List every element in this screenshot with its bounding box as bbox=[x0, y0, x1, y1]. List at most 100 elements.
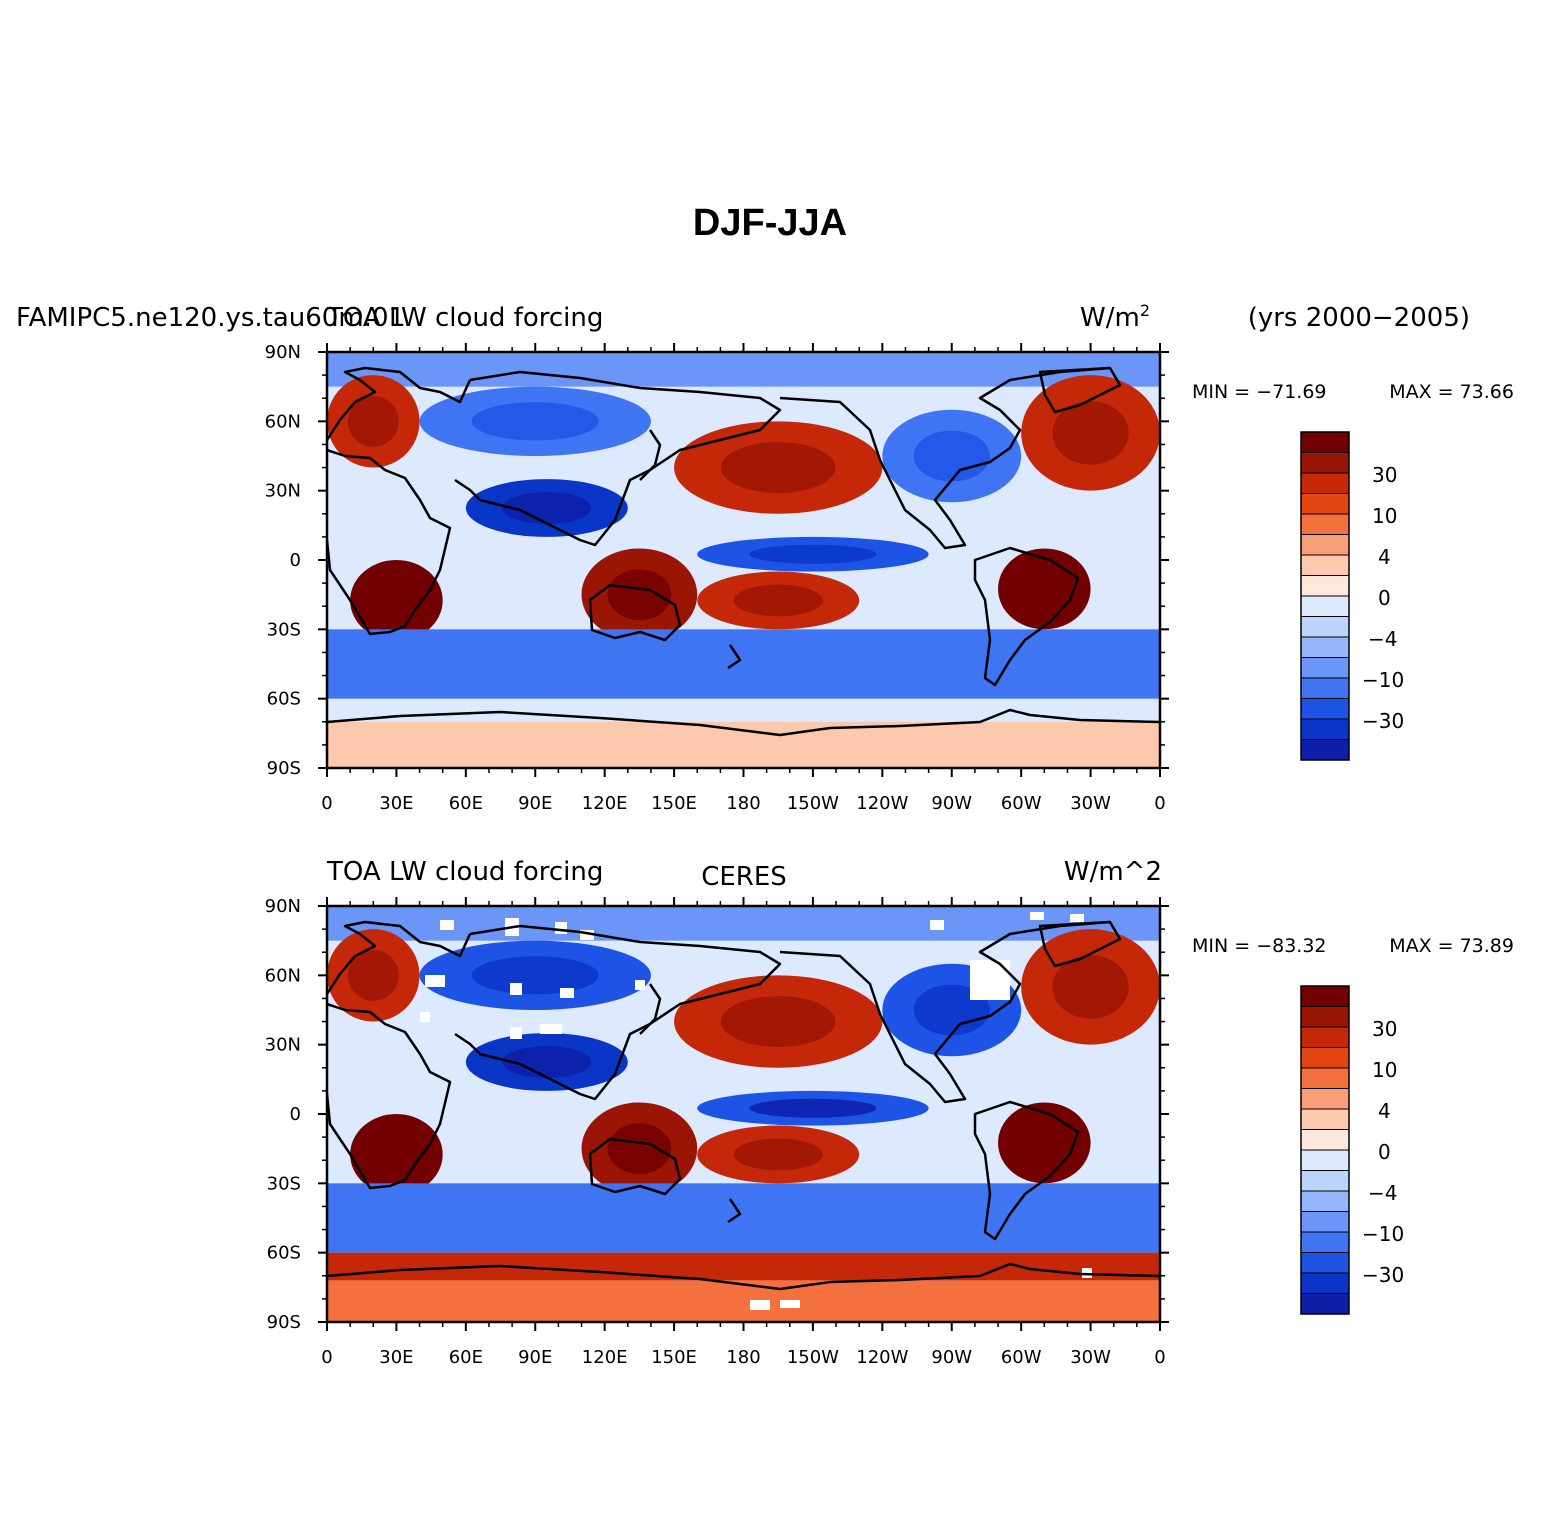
south-america-coastline bbox=[973, 546, 1080, 687]
europe-coastline bbox=[327, 366, 472, 441]
field-core-1 bbox=[1052, 955, 1129, 1019]
y-tick-label: 60S bbox=[267, 689, 301, 710]
japan-coastline bbox=[639, 429, 662, 481]
x-tick-label: 120W bbox=[856, 793, 908, 814]
colorbar-bin bbox=[1300, 1108, 1350, 1130]
new-zealand-coastline bbox=[727, 644, 742, 670]
australia-coastline bbox=[588, 1137, 682, 1196]
model-case-label: FAMIPC5.ne120.ys.tau60m.01 bbox=[16, 303, 405, 333]
colorbar-bin bbox=[1300, 1047, 1350, 1069]
x-tick-label: 180 bbox=[726, 1347, 760, 1368]
model-cb-label-0: 0 bbox=[1378, 586, 1391, 610]
colorbar-bin bbox=[1300, 1088, 1350, 1110]
x-tick-label: 60E bbox=[449, 793, 483, 814]
field-region-0 bbox=[327, 906, 1160, 941]
x-tick-label: 150W bbox=[787, 793, 839, 814]
field-core-3 bbox=[471, 956, 599, 995]
y-tick-label: 30N bbox=[265, 1035, 301, 1056]
x-tick-label: 90E bbox=[518, 793, 552, 814]
colorbar-bin bbox=[1300, 1067, 1350, 1089]
ceres-cb-label-4: 4 bbox=[1378, 1099, 1391, 1123]
model-max-stat: MAX = 73.66 bbox=[1389, 381, 1514, 403]
model-panel: FAMIPC5.ne120.ys.tau60m.01 TOA LW cloud … bbox=[16, 301, 1514, 814]
colorbar-bin bbox=[1300, 1129, 1350, 1151]
colorbar-bin bbox=[1300, 513, 1350, 535]
field-core-2 bbox=[347, 395, 399, 447]
x-tick-label: 30W bbox=[1070, 793, 1111, 814]
ceres-colorbar-bins bbox=[1300, 985, 1350, 1315]
x-tick-label: 30E bbox=[379, 1347, 413, 1368]
colorbar-frame bbox=[1300, 431, 1350, 761]
ceres-cb-label-minus4: −4 bbox=[1368, 1181, 1397, 1205]
colorbar-bin bbox=[1300, 698, 1350, 720]
colorbar-bin bbox=[1300, 431, 1350, 453]
ceres-cb-label-0: 0 bbox=[1378, 1140, 1391, 1164]
model-variable-label: TOA LW cloud forcing bbox=[326, 303, 603, 333]
model-colorbar: 30 10 4 0 −4 −10 −30 bbox=[1300, 431, 1404, 761]
ceres-field bbox=[327, 906, 1160, 1322]
x-tick-label: 30W bbox=[1070, 1347, 1111, 1368]
ceres-max-stat: MAX = 73.89 bbox=[1389, 935, 1514, 957]
field-core-9 bbox=[607, 569, 672, 621]
x-tick-label: 150E bbox=[651, 793, 697, 814]
field-core-11 bbox=[1018, 1120, 1070, 1166]
colorbar-bin bbox=[1300, 1231, 1350, 1253]
colorbar-bin bbox=[1300, 1006, 1350, 1028]
greenland-coastline bbox=[1038, 366, 1122, 414]
field-core-2 bbox=[347, 949, 399, 1001]
field-core-4 bbox=[502, 1046, 592, 1078]
y-tick-label: 60N bbox=[265, 965, 301, 986]
ceres-dataset-label: CERES bbox=[701, 862, 787, 892]
y-tick-label: 90S bbox=[267, 758, 301, 779]
ceres-colorbar: 30 10 4 0 −4 −10 −30 bbox=[1300, 985, 1404, 1315]
colorbar-bin bbox=[1300, 1026, 1350, 1048]
field-region-12 bbox=[327, 629, 1160, 699]
asia-coastline bbox=[454, 370, 782, 547]
colorbar-bin bbox=[1300, 493, 1350, 515]
field-core-5 bbox=[720, 442, 836, 493]
ceres-coastlines bbox=[327, 920, 1160, 1291]
europe-coastline bbox=[327, 920, 472, 995]
colorbar-bin bbox=[1300, 1170, 1350, 1192]
new-zealand-coastline bbox=[727, 1198, 742, 1224]
x-tick-label: 0 bbox=[1154, 1347, 1165, 1368]
colorbar-bin bbox=[1300, 1190, 1350, 1212]
y-tick-label: 0 bbox=[290, 550, 301, 571]
asia-coastline bbox=[454, 924, 782, 1101]
field-core-3 bbox=[471, 402, 599, 441]
x-tick-label: 90W bbox=[931, 793, 972, 814]
model-cb-label-minus4: −4 bbox=[1368, 627, 1397, 651]
x-tick-label: 60W bbox=[1001, 1347, 1042, 1368]
antarctica-coastline bbox=[327, 1262, 1160, 1291]
model-units: W/m2 bbox=[1080, 301, 1150, 333]
model-field bbox=[327, 352, 1160, 768]
x-tick-label: 120W bbox=[856, 1347, 908, 1368]
model-cb-label-minus30: −30 bbox=[1362, 709, 1404, 733]
model-x-ticks: 0 30E 60E 90E 120E 150E 180 150W 120W 90W 60W 30W 0 bbox=[321, 343, 1166, 814]
south-america-coastline bbox=[973, 1100, 1080, 1241]
colorbar-bin bbox=[1300, 595, 1350, 617]
field-core-10 bbox=[733, 584, 823, 617]
ceres-units: W/m^2 bbox=[1064, 857, 1162, 887]
field-core-4 bbox=[502, 492, 592, 524]
x-tick-label: 60W bbox=[1001, 793, 1042, 814]
colorbar-bin bbox=[1300, 985, 1350, 1007]
ceres-x-ticks: 0 30E 60E 90E 120E 150E 180 150W 120W 90W 60W 30W 0 bbox=[321, 897, 1166, 1368]
colorbar-bin bbox=[1300, 718, 1350, 740]
field-core-1 bbox=[1052, 401, 1129, 465]
figure-title: DJF-JJA bbox=[693, 202, 847, 244]
colorbar-bin bbox=[1300, 1211, 1350, 1233]
colorbar-bin bbox=[1300, 657, 1350, 679]
north-america-coastline bbox=[779, 920, 1111, 1104]
y-tick-label: 90N bbox=[265, 896, 301, 917]
colorbar-bin bbox=[1300, 636, 1350, 658]
y-tick-label: 60S bbox=[267, 1243, 301, 1264]
ceres-min-stat: MIN = −83.32 bbox=[1192, 935, 1327, 957]
model-cb-label-30: 30 bbox=[1372, 463, 1397, 487]
colorbar-bin bbox=[1300, 452, 1350, 474]
field-core-10 bbox=[733, 1138, 823, 1171]
field-region-12 bbox=[327, 1183, 1160, 1253]
field-core-9 bbox=[607, 1123, 672, 1175]
ceres-cb-label-30: 30 bbox=[1372, 1017, 1397, 1041]
